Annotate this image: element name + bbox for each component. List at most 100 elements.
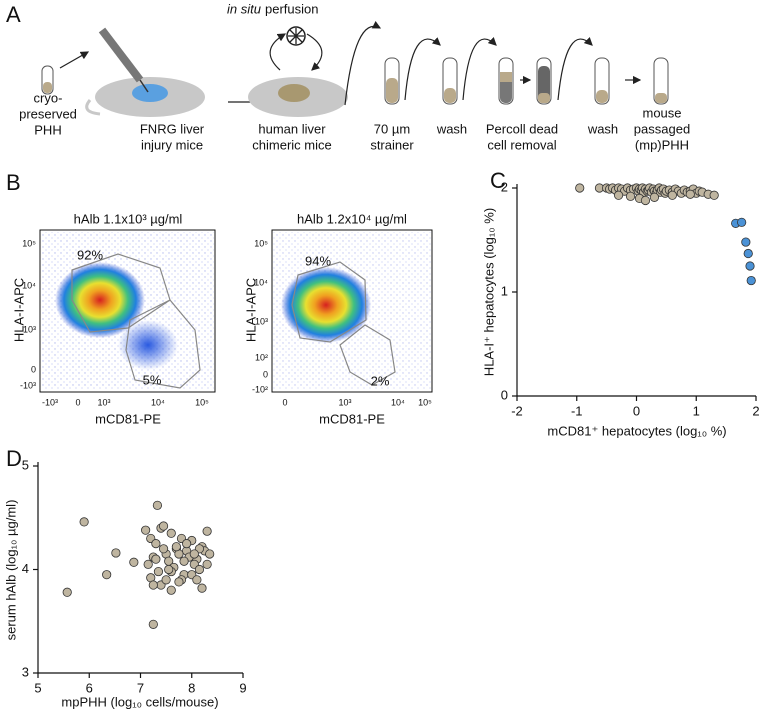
- label: strainer: [370, 137, 414, 152]
- point: [709, 190, 719, 200]
- label: cell removal: [487, 137, 556, 152]
- pump-icon: [288, 28, 304, 44]
- point: [151, 554, 161, 564]
- point: [179, 556, 189, 566]
- x-tick-label: 8: [188, 680, 195, 695]
- x-tick-label: 2: [752, 403, 759, 418]
- tube-layer: [500, 72, 512, 82]
- point: [158, 544, 169, 554]
- panel-label: A: [6, 2, 21, 27]
- x-tick-label: 0: [633, 403, 640, 418]
- x-tick-label: 10⁴: [391, 397, 405, 407]
- y-tick-label: 1: [501, 283, 508, 298]
- point: [148, 619, 158, 629]
- arrow: [344, 20, 382, 106]
- label: Percoll dead: [486, 121, 558, 136]
- tube: [653, 57, 669, 105]
- gate: [291, 261, 367, 343]
- tube-fill: [444, 88, 456, 103]
- y-tick-label: 0: [263, 369, 268, 379]
- panel-label: C: [490, 168, 506, 193]
- arrow: [404, 37, 441, 101]
- gate: [71, 253, 171, 333]
- y-tick-label: 0: [31, 364, 36, 374]
- x-tick-label: 6: [86, 680, 93, 695]
- gate-label: 92%: [77, 247, 103, 262]
- plot-frame: [39, 229, 216, 393]
- panel-label: B: [6, 170, 21, 195]
- y-axis-label: HLA-I-APC: [243, 278, 258, 342]
- label: perfusion: [265, 1, 318, 16]
- arrow: [557, 36, 593, 101]
- gate-label: 5%: [143, 372, 162, 387]
- x-tick-label: 10⁴: [151, 397, 165, 407]
- label: chimeric mice: [252, 137, 331, 152]
- syringe: [98, 27, 144, 83]
- label: wash: [587, 121, 618, 136]
- point: [197, 583, 207, 593]
- x-tick-label: 9: [239, 680, 246, 695]
- point: [153, 566, 164, 577]
- tail: [85, 99, 101, 116]
- label: mouse: [642, 105, 681, 120]
- label: 70 µm: [374, 121, 410, 136]
- x-tick-label: 10³: [97, 397, 110, 407]
- x-axis-label: mpPHH (log₁₀ cells/mouse): [61, 694, 218, 709]
- label: FNRG liver: [140, 121, 205, 136]
- density: [118, 320, 178, 370]
- panel-b: B hAlb 1.1x10³ µg/ml mCD81-PE HLA-I-APC …: [6, 170, 433, 426]
- tube-fill: [596, 90, 608, 103]
- point: [745, 261, 755, 271]
- liver: [278, 84, 310, 102]
- y-axis-label: HLA-I⁺ hepatocytes (log₁₀ %): [481, 208, 496, 376]
- y-tick-label: 10³: [23, 324, 36, 334]
- point: [174, 577, 184, 587]
- label: in situ: [227, 1, 261, 16]
- gate-label: 94%: [305, 253, 331, 268]
- label: human liver: [258, 121, 326, 136]
- point: [667, 190, 677, 200]
- plot-title: hAlb 1.2x10⁴ µg/ml: [297, 211, 407, 226]
- x-axis-label: mCD81-PE: [95, 411, 161, 426]
- point: [649, 192, 660, 202]
- point: [194, 564, 205, 575]
- y-tick-label: 10⁴: [22, 280, 36, 290]
- y-tick-label: 0: [501, 387, 508, 402]
- label: wash: [436, 121, 467, 136]
- point: [148, 580, 158, 590]
- point: [141, 525, 151, 535]
- point: [640, 195, 651, 206]
- plot-frame: [271, 229, 433, 393]
- x-tick-label: -2: [511, 403, 523, 418]
- tube-fill: [386, 78, 398, 103]
- needle: [139, 79, 149, 93]
- point: [613, 190, 624, 200]
- point: [62, 587, 72, 597]
- y-tick-label: 2: [501, 179, 508, 194]
- x-tick-label: 10⁵: [195, 397, 209, 407]
- point: [143, 559, 153, 569]
- point: [685, 189, 695, 199]
- liver: [132, 84, 168, 102]
- arrow: [462, 36, 497, 101]
- y-tick-label: 10⁵: [254, 238, 268, 248]
- arrow: [306, 33, 323, 71]
- point: [737, 217, 747, 227]
- plot-title: hAlb 1.1x10³ µg/ml: [74, 211, 183, 226]
- tubes: [384, 36, 669, 105]
- x-tick-label: -10³: [42, 397, 58, 407]
- arrow: [59, 51, 90, 69]
- y-axis-label: serum hAlb (log₁₀ µg/ml): [3, 500, 18, 641]
- point: [743, 248, 753, 259]
- point: [625, 191, 636, 201]
- label: passaged: [634, 121, 690, 136]
- gate: [125, 299, 201, 389]
- y-tick-label: 10⁵: [22, 238, 36, 248]
- point: [164, 564, 174, 575]
- x-tick-label: 0: [282, 397, 287, 407]
- point: [79, 517, 89, 527]
- y-tick-label: 10³: [255, 316, 268, 326]
- y-axis-label: HLA-I-APC: [11, 278, 26, 342]
- point: [202, 559, 212, 569]
